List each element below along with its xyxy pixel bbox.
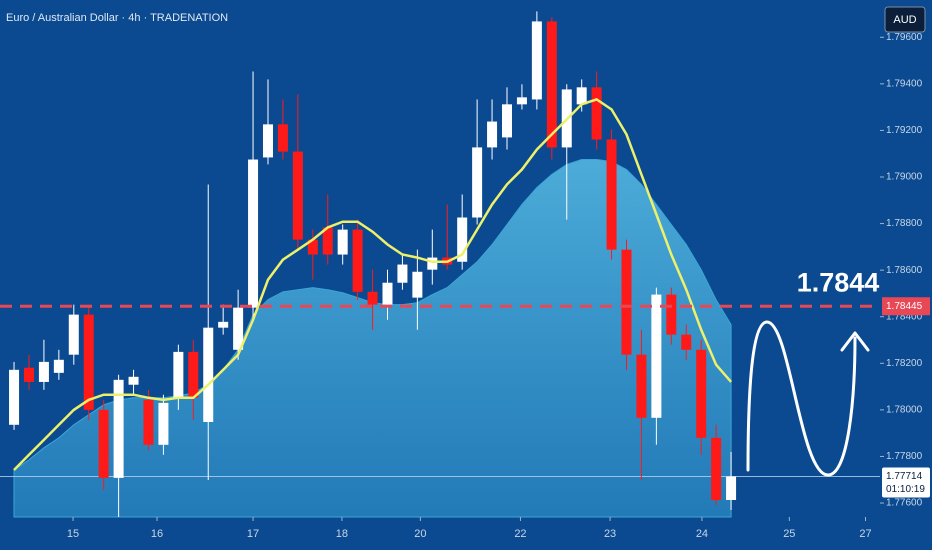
candle-body xyxy=(501,104,512,138)
candle-body xyxy=(711,437,722,500)
candle-body xyxy=(158,402,169,445)
y-tick-label: 1.78000 xyxy=(886,405,923,416)
candle-body xyxy=(367,291,378,305)
projection-arrow xyxy=(746,320,870,477)
candle-body xyxy=(472,147,483,218)
candle-body xyxy=(188,351,199,398)
candle-body xyxy=(636,354,647,418)
candle-body xyxy=(322,227,333,255)
candle-body xyxy=(292,151,303,240)
candle-body xyxy=(412,271,423,298)
x-tick-label: 16 xyxy=(151,528,163,540)
x-tick-label: 15 xyxy=(67,528,79,540)
candle-body xyxy=(516,97,527,105)
candle-body xyxy=(128,376,139,385)
resistance-label: 1.78445 xyxy=(886,301,923,312)
chart-title: Euro / Australian Dollar · 4h · TRADENAT… xyxy=(6,12,228,24)
candle-body xyxy=(9,369,20,425)
candle-body xyxy=(113,379,124,478)
candle-body xyxy=(173,351,184,398)
candle-body xyxy=(337,229,348,255)
currency-button[interactable] xyxy=(884,6,926,33)
candle-body xyxy=(457,217,468,262)
x-tick-label: 25 xyxy=(783,528,795,540)
candle-body xyxy=(427,257,438,270)
y-tick-label: 1.78400 xyxy=(886,311,923,322)
candle-body xyxy=(68,314,79,355)
candle-body xyxy=(307,239,318,255)
y-tick-label: 1.79400 xyxy=(886,78,923,89)
x-tick-label: 18 xyxy=(336,528,348,540)
candle-body xyxy=(487,121,498,148)
y-tick-label: 1.79600 xyxy=(886,32,923,43)
candle-body xyxy=(651,294,662,418)
y-tick-label: 1.78600 xyxy=(886,265,923,276)
y-tick-label: 1.78200 xyxy=(886,358,923,369)
x-tick-label: 17 xyxy=(247,528,259,540)
y-tick-label: 1.79200 xyxy=(886,125,923,136)
candle-body xyxy=(53,359,64,373)
resistance-tag xyxy=(882,297,930,316)
last-price-label: 1.77714 xyxy=(886,471,923,482)
candle-body xyxy=(576,87,587,105)
candle-body xyxy=(38,361,49,382)
last-price-tag xyxy=(882,467,930,498)
y-tick-label: 1.78800 xyxy=(886,218,923,229)
candle-body xyxy=(352,229,363,292)
candle-body xyxy=(696,349,707,438)
x-tick-label: 20 xyxy=(414,528,426,540)
x-tick-label: 23 xyxy=(604,528,616,540)
candle-body xyxy=(606,139,617,250)
candle-body xyxy=(666,294,677,335)
candle-body xyxy=(277,124,288,152)
candle-body xyxy=(262,124,273,158)
candle-body xyxy=(726,476,737,500)
y-tick-label: 1.77600 xyxy=(886,498,923,509)
candle-body xyxy=(531,21,542,100)
candle-body xyxy=(83,314,94,410)
candle-body xyxy=(218,321,229,328)
candle-body xyxy=(203,327,214,422)
moving-average xyxy=(13,98,733,471)
x-tick-label: 27 xyxy=(859,528,871,540)
x-tick-label: 22 xyxy=(514,528,526,540)
target-label: 1.7844 xyxy=(797,267,880,297)
candle-body xyxy=(248,159,259,308)
candle-body xyxy=(397,264,408,283)
axis-layer: 1.77600 1.77800 1.78000 1.78200 1.78400 1.786… xyxy=(67,32,930,540)
candle-body xyxy=(546,21,557,148)
currency-label[interactable]: AUD xyxy=(893,14,916,26)
candle-body xyxy=(621,249,632,355)
candle-body xyxy=(23,367,34,382)
candle-body xyxy=(591,87,602,140)
candle-body xyxy=(681,334,692,350)
candle-body xyxy=(98,409,109,478)
candle-body xyxy=(382,282,393,305)
y-tick-label: 1.79000 xyxy=(886,172,923,183)
y-tick-label: 1.77800 xyxy=(886,451,923,462)
plot-area xyxy=(0,11,880,518)
candle-body xyxy=(233,307,244,350)
x-tick-label: 24 xyxy=(696,528,708,540)
countdown: 01:10:19 xyxy=(886,484,925,495)
candle-body xyxy=(143,399,154,445)
